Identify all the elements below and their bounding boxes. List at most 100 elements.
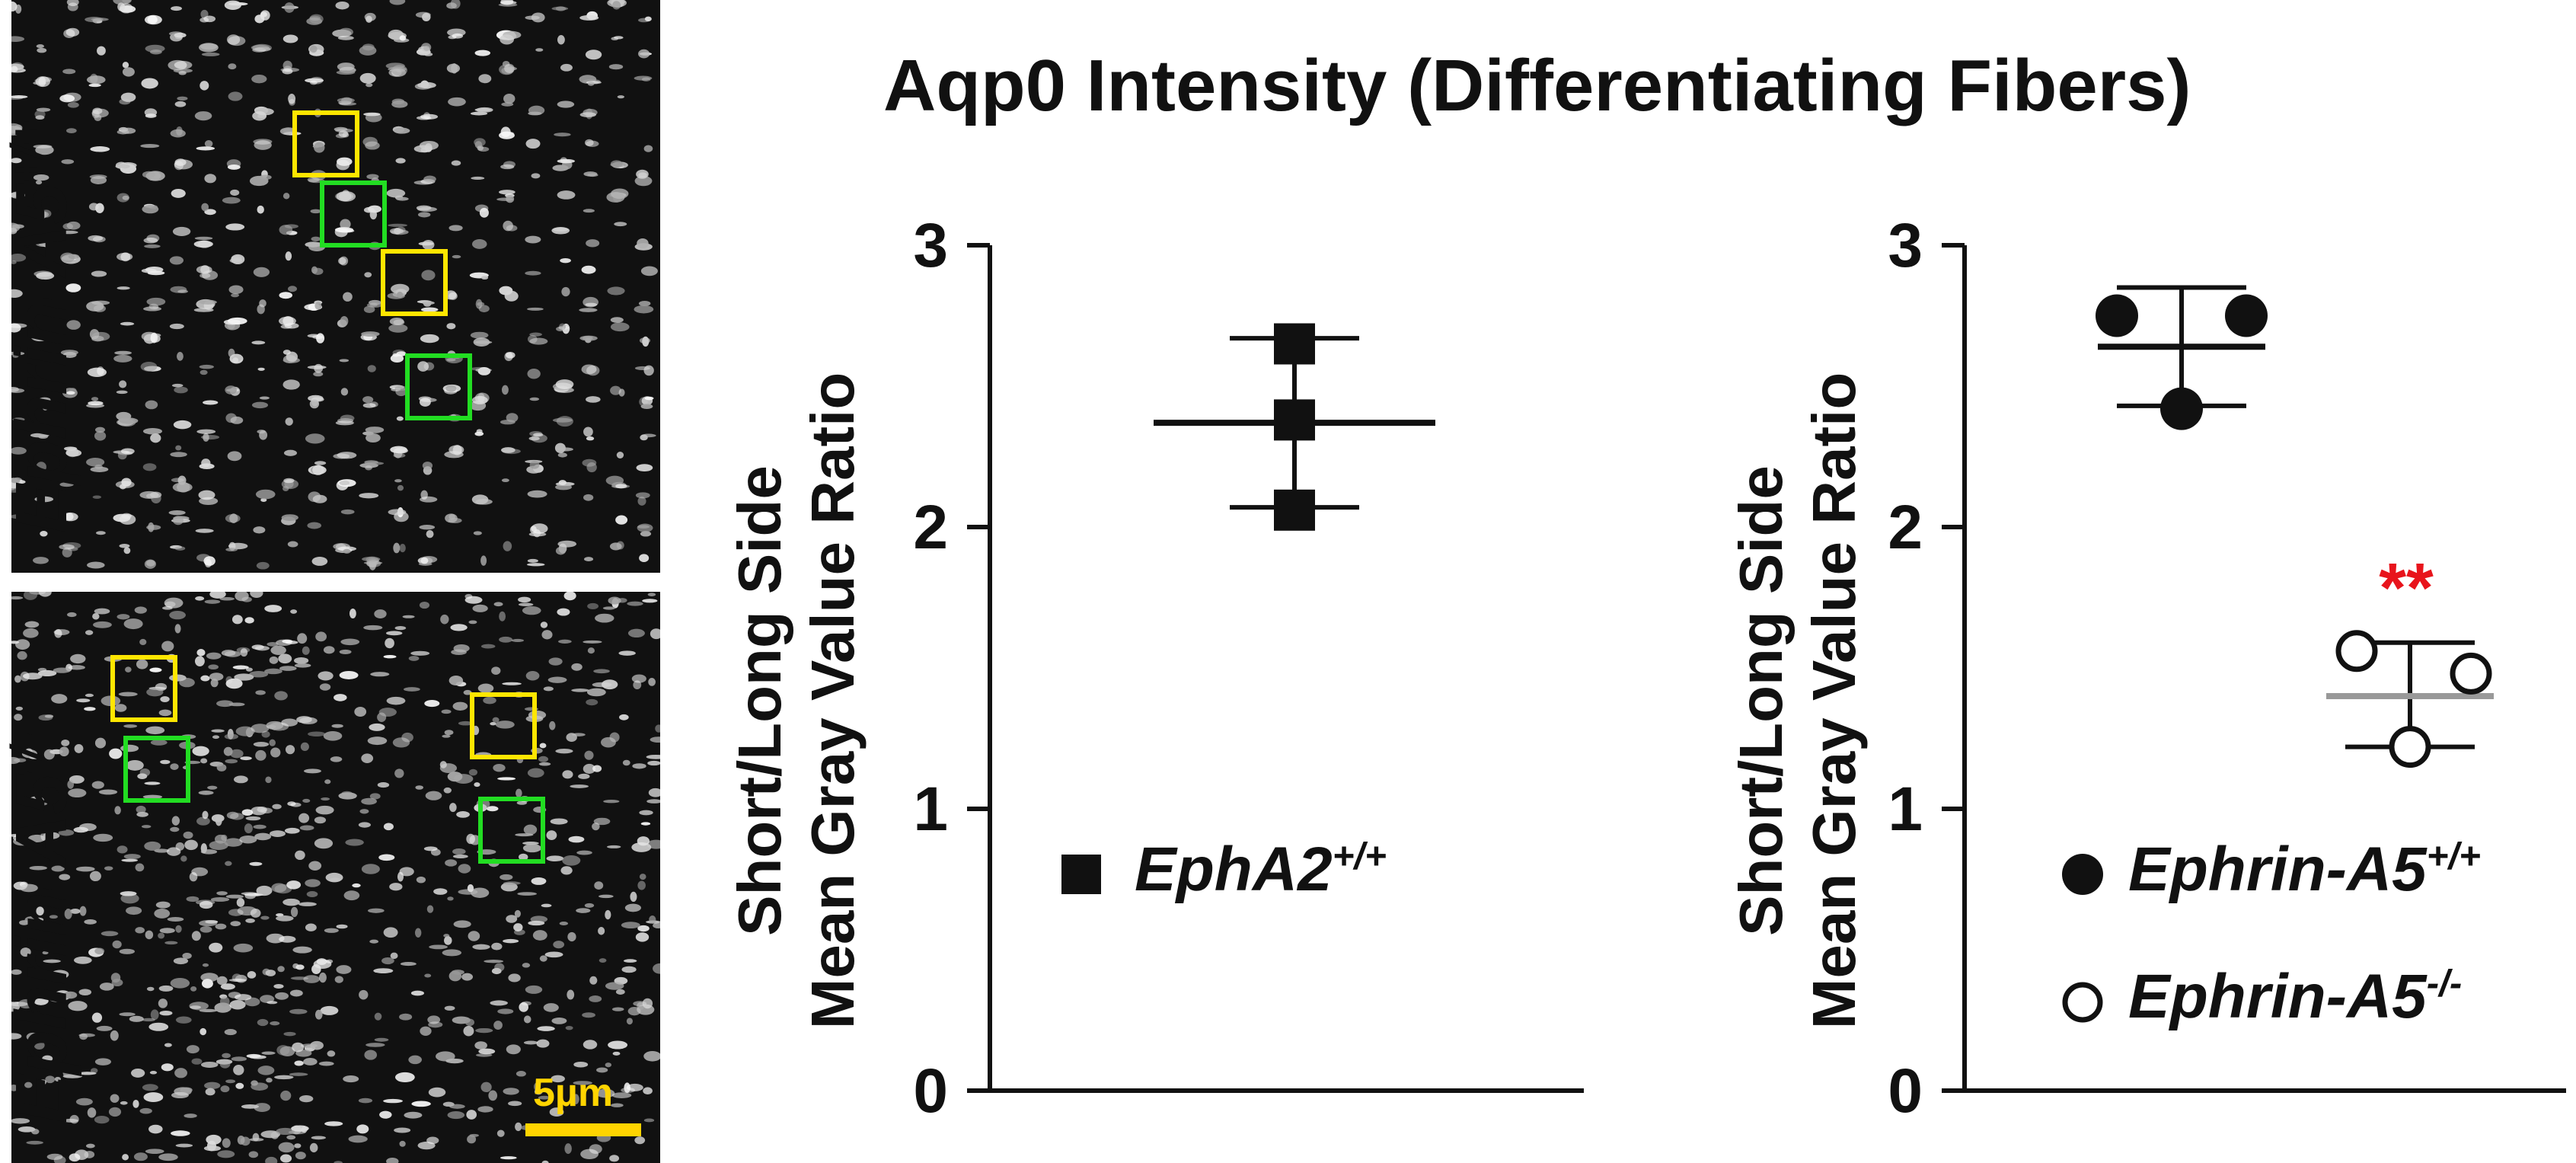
texture-blob [172,516,184,526]
texture-blob [315,805,334,815]
texture-blob [605,1062,611,1068]
texture-blob [369,793,381,800]
texture-blob [144,841,161,851]
texture-blob [497,1008,514,1014]
texture-blob [11,969,22,975]
texture-blob [122,67,135,77]
texture-blob [171,6,182,11]
texture-blob [496,1129,505,1137]
texture-blob [148,1022,169,1031]
texture-blob [586,698,599,706]
texture-blob [86,301,104,312]
texture-blob [168,510,186,516]
texture-blob [120,893,139,904]
texture-blob [147,270,165,276]
texture-blob [164,941,178,945]
texture-blob [117,252,133,261]
texture-blob [195,596,205,601]
texture-blob [249,1138,264,1142]
texture-blob [309,14,324,24]
texture-blob [644,16,652,22]
texture-blob [417,361,429,372]
texture-blob [525,139,541,149]
texture-blob [480,276,489,280]
texture-blob [414,928,422,938]
texture-blob [228,285,244,295]
texture-blob [270,645,286,655]
texture-blob [89,871,101,882]
texture-blob [544,951,563,958]
texture-blob [11,254,27,262]
texture-blob [171,478,184,483]
texture-blob [408,1055,422,1065]
texture-blob [160,696,170,702]
texture-blob [203,556,215,566]
texture-blob [90,146,110,152]
texture-blob [311,963,321,974]
texture-blob [220,1085,230,1093]
texture-blob [200,43,218,50]
texture-blob [337,157,353,166]
texture-blob [66,128,77,133]
texture-blob [59,544,75,550]
texture-blob [167,916,184,922]
texture-blob [49,915,58,919]
texture-blob [648,678,656,686]
texture-blob [282,350,291,355]
legend-label-sup: +/+ [2426,835,2481,877]
texture-blob [174,624,181,634]
texture-blob [248,1151,259,1158]
texture-blob [480,644,496,649]
texture-blob [237,1136,245,1145]
texture-blob [519,1002,528,1012]
texture-blob [203,15,216,23]
texture-blob [313,371,324,377]
texture-blob [141,825,152,829]
texture-blob [404,1111,423,1119]
texture-blob [390,354,404,363]
texture-blob [219,996,230,1007]
texture-blob [419,601,430,609]
texture-blob [87,561,105,569]
texture-blob [551,1017,567,1024]
texture-blob [289,1072,308,1076]
texture-blob [381,957,394,965]
texture-blob [63,991,78,999]
texture-blob [110,1030,119,1041]
texture-blob [288,94,296,104]
texture-blob [592,765,602,772]
texture-blob [131,1068,145,1078]
texture-blob [571,689,589,692]
micrograph-knockout [11,592,660,1163]
texture-blob [216,700,234,708]
texture-blob [638,49,650,59]
texture-blob [36,44,44,49]
texture-blob [209,592,226,599]
texture-blob [70,909,81,914]
texture-blob [256,885,273,896]
texture-blob [62,223,74,230]
texture-blob [251,644,264,650]
texture-blob [227,451,242,462]
texture-blob [68,788,87,798]
texture-blob [251,401,269,409]
texture-blob [142,171,156,178]
texture-blob [557,158,575,164]
texture-blob [33,557,49,564]
texture-blob [145,930,154,940]
texture-blob [583,640,602,644]
texture-blob [571,663,583,671]
texture-blob [377,712,387,722]
texture-blob [142,794,163,799]
texture-blob [175,1016,192,1024]
texture-blob [277,966,285,973]
texture-blob [282,639,293,644]
texture-blob [206,652,222,660]
texture-blob [24,1082,33,1088]
texture-blob [94,427,106,433]
texture-blob [20,883,38,893]
texture-blob [369,939,379,944]
texture-blob [593,817,611,826]
texture-blob [115,164,130,169]
texture-blob [290,906,298,918]
